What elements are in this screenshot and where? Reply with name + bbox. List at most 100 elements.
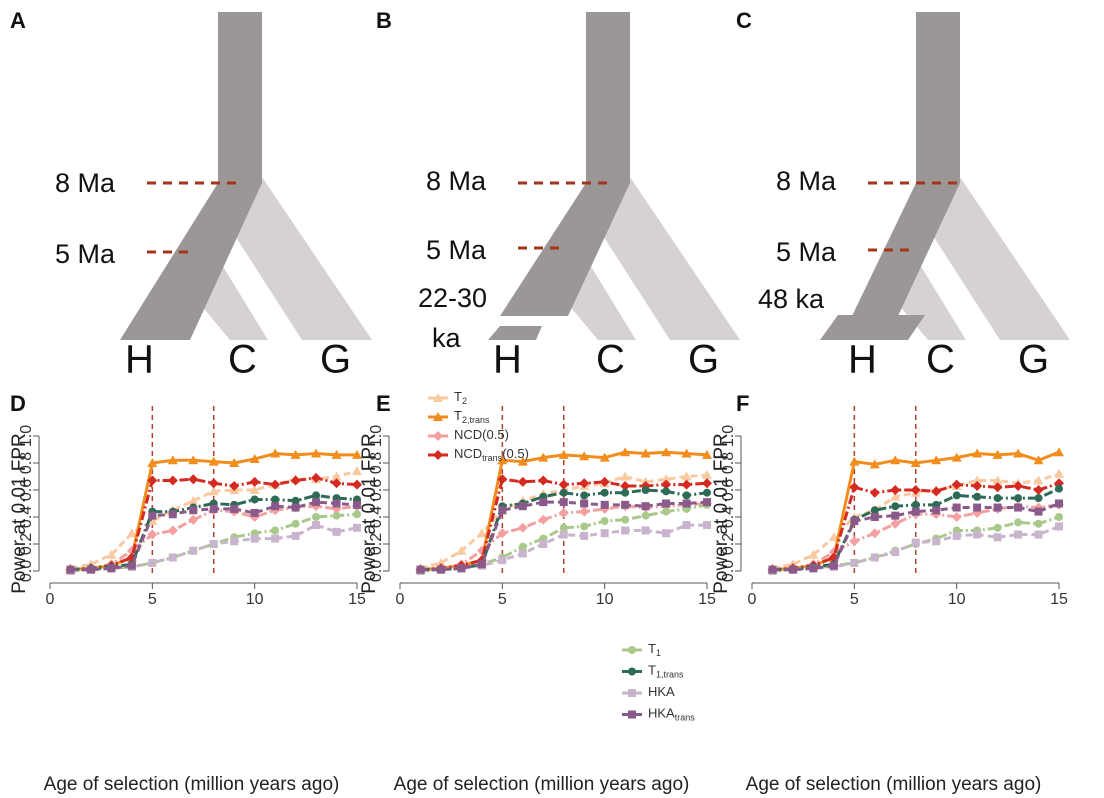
point bbox=[661, 479, 672, 490]
legend-label: T1,trans bbox=[648, 663, 684, 680]
time-label: 8 Ma bbox=[426, 166, 487, 196]
point bbox=[497, 528, 508, 539]
legend-text: HKA bbox=[648, 684, 675, 699]
point bbox=[311, 448, 322, 458]
y-axis-label: Power at 0.01 FPR bbox=[359, 433, 380, 594]
point bbox=[869, 528, 880, 539]
point bbox=[168, 553, 177, 562]
y-tick-label: 0.0 bbox=[368, 560, 385, 582]
x-tick-label: 0 bbox=[46, 591, 55, 608]
leaf-label: C bbox=[228, 338, 257, 382]
legend-text: T bbox=[648, 663, 656, 678]
point bbox=[890, 485, 901, 495]
point bbox=[890, 518, 901, 529]
point bbox=[661, 447, 672, 457]
point bbox=[599, 452, 610, 462]
legend-marker bbox=[433, 450, 443, 460]
legend-subscript: 2 bbox=[462, 396, 467, 406]
x-tick-label: 15 bbox=[698, 591, 716, 608]
point bbox=[973, 530, 982, 539]
y-tick-label: 0.4 bbox=[18, 506, 35, 528]
point bbox=[497, 455, 508, 465]
point bbox=[1054, 447, 1064, 457]
point bbox=[147, 529, 158, 540]
panel-letter: D bbox=[10, 391, 26, 416]
point bbox=[849, 482, 860, 493]
point bbox=[580, 499, 589, 508]
branch-g bbox=[212, 165, 372, 340]
point bbox=[869, 487, 880, 498]
point bbox=[993, 503, 1002, 512]
x-tick-label: 0 bbox=[396, 591, 405, 608]
point bbox=[1055, 513, 1063, 521]
legend-subscript: 1 bbox=[656, 648, 661, 658]
legend-subscript: 2,trans bbox=[462, 415, 490, 425]
point bbox=[1033, 475, 1044, 485]
point bbox=[1013, 480, 1024, 491]
point bbox=[702, 449, 712, 459]
leaf-label: C bbox=[596, 338, 625, 382]
point bbox=[808, 549, 819, 559]
point bbox=[703, 521, 711, 530]
point bbox=[972, 475, 983, 485]
point bbox=[312, 513, 321, 521]
point bbox=[599, 476, 610, 487]
point bbox=[580, 531, 589, 540]
point bbox=[230, 537, 239, 546]
point bbox=[891, 502, 900, 511]
point bbox=[600, 517, 609, 526]
point bbox=[476, 528, 487, 538]
point bbox=[1034, 519, 1043, 528]
point bbox=[126, 528, 137, 538]
time-label: ka bbox=[432, 323, 462, 353]
legend-marker bbox=[628, 710, 636, 719]
y-tick-label: 0.2 bbox=[18, 533, 35, 555]
point bbox=[538, 452, 549, 462]
leaf-label: C bbox=[926, 338, 955, 382]
point bbox=[849, 536, 860, 547]
point bbox=[559, 523, 568, 532]
point bbox=[209, 504, 218, 513]
legend-label: T2 bbox=[454, 389, 467, 406]
point bbox=[580, 491, 589, 500]
point bbox=[681, 448, 692, 458]
point bbox=[559, 488, 568, 497]
legend-text: T bbox=[454, 408, 462, 423]
point bbox=[312, 521, 321, 530]
y-tick-label: 0.0 bbox=[720, 560, 737, 582]
point bbox=[353, 500, 361, 509]
point bbox=[249, 485, 260, 494]
point bbox=[332, 511, 341, 520]
branch-h-foot bbox=[488, 326, 542, 340]
point bbox=[271, 526, 280, 535]
point bbox=[290, 449, 301, 459]
point bbox=[558, 507, 569, 518]
point bbox=[621, 500, 630, 509]
point bbox=[890, 491, 901, 501]
point bbox=[517, 476, 528, 487]
point bbox=[703, 498, 711, 507]
time-label: 5 Ma bbox=[776, 237, 837, 267]
x-tick-label: 15 bbox=[1050, 591, 1068, 608]
point bbox=[788, 565, 797, 574]
y-tick-label: 0.2 bbox=[720, 533, 737, 555]
tree-b: B 8 Ma 5 Ma 22-30 ka H C G bbox=[376, 8, 740, 382]
legend-marker bbox=[628, 646, 636, 654]
point bbox=[312, 491, 321, 500]
leaf-label: G bbox=[320, 338, 351, 382]
point bbox=[993, 523, 1002, 532]
point bbox=[189, 546, 198, 555]
x-tick-label: 5 bbox=[498, 591, 507, 608]
point bbox=[188, 474, 199, 485]
point bbox=[558, 449, 569, 459]
point bbox=[951, 512, 962, 522]
panel-letter: E bbox=[376, 391, 391, 416]
y-tick-label: 0.2 bbox=[368, 533, 385, 555]
point bbox=[271, 534, 280, 543]
point bbox=[271, 495, 280, 504]
point bbox=[1055, 499, 1063, 508]
point bbox=[703, 488, 711, 497]
point bbox=[498, 556, 507, 565]
point bbox=[230, 504, 239, 513]
